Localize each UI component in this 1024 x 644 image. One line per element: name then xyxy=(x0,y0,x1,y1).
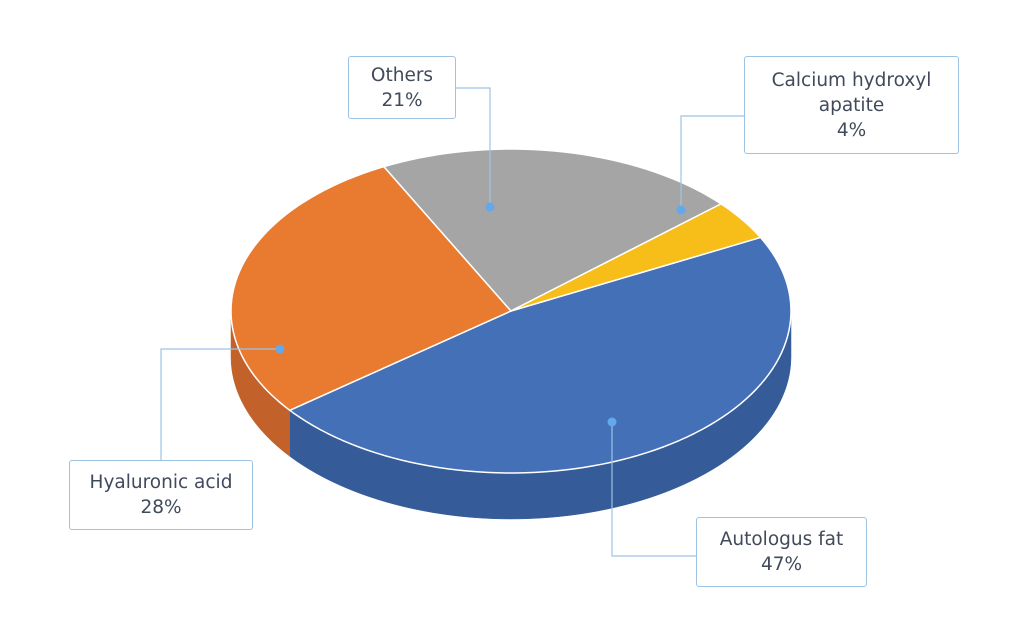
value-others: 21% xyxy=(381,89,423,111)
leader-calcium xyxy=(680,115,744,210)
callout-others: Others 21% xyxy=(348,56,456,119)
leader-dot-autologus xyxy=(607,417,617,427)
pie-slice-1 xyxy=(230,165,512,412)
callout-calcium: Calcium hydroxyl apatite 4% xyxy=(744,56,959,154)
label-hyaluronic: Hyaluronic acid xyxy=(89,472,233,493)
pie-slices xyxy=(230,148,792,474)
leader-dot-others xyxy=(485,202,495,212)
leader-autologus xyxy=(611,422,696,557)
label-others: Others xyxy=(370,64,434,86)
pie-slice-2 xyxy=(383,148,722,312)
value-calcium: 4% xyxy=(836,119,867,141)
leader-dot-calcium xyxy=(676,205,686,215)
leader-hyaluronic xyxy=(160,348,280,460)
label-autologus: Autologus fat xyxy=(719,529,844,550)
leader-others xyxy=(456,87,491,207)
value-hyaluronic: 28% xyxy=(140,497,182,518)
label-calcium-line2: apatite xyxy=(818,94,885,116)
pie-slice-3 xyxy=(510,203,762,312)
callout-leaders xyxy=(160,87,744,557)
label-calcium-line1: Calcium hydroxyl xyxy=(771,69,932,91)
pie-slice-0 xyxy=(289,236,792,474)
leader-dot-hyaluronic xyxy=(275,344,285,354)
value-autologus: 47% xyxy=(760,554,803,575)
callout-hyaluronic: Hyaluronic acid 28% xyxy=(69,460,253,530)
callout-autologus: Autologus fat 47% xyxy=(696,517,867,587)
